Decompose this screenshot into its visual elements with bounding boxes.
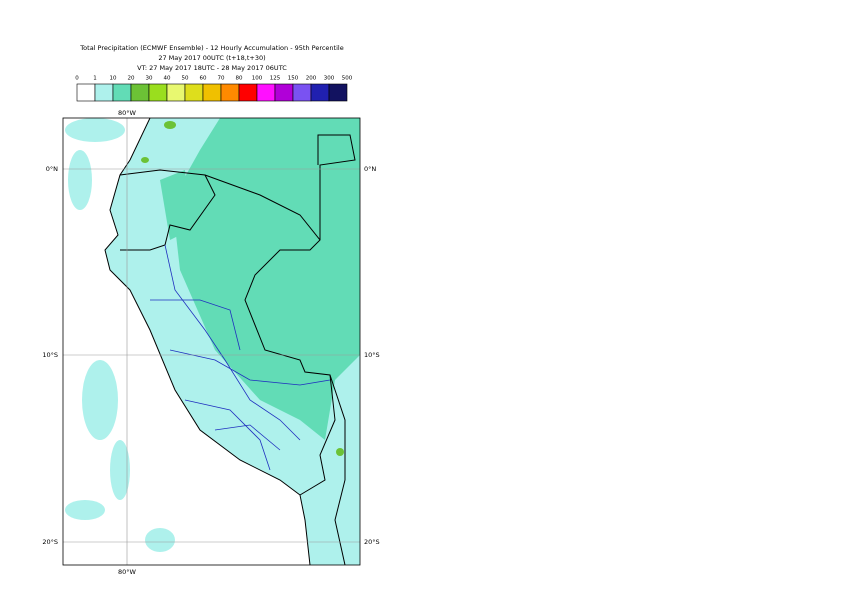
legend: 0 1 10 20 30 40 50 60 70 80 100 125 150 200 300 500	[75, 76, 353, 102]
legend-level: 10	[110, 76, 117, 82]
legend-level: 300	[324, 76, 335, 82]
lat-label: 0°N	[46, 165, 58, 173]
lat-label: 0°N	[364, 165, 376, 173]
legend-level: 20	[128, 76, 135, 82]
legend-level: 200	[306, 76, 317, 82]
legend-level: 125	[270, 76, 281, 82]
title-line: 27 May 2017 00UTC (t+18,t+30)	[158, 54, 265, 62]
legend-swatch	[184, 83, 204, 102]
legend-swatch	[148, 83, 168, 102]
legend-swatch	[166, 83, 186, 102]
legend-swatch	[94, 83, 114, 102]
legend-swatch	[220, 83, 240, 102]
lat-label: 20°S	[364, 538, 380, 546]
legend-level: 1	[93, 76, 97, 82]
legend-swatch	[328, 83, 348, 102]
legend-swatch	[274, 83, 294, 102]
legend-swatch	[76, 83, 96, 102]
map-frame	[62, 117, 361, 566]
legend-level: 0	[75, 76, 79, 82]
title-line: VT: 27 May 2017 18UTC - 28 May 2017 06UT…	[137, 64, 287, 72]
legend-level: 100	[252, 76, 263, 82]
lon-label: 80°W	[118, 568, 137, 576]
legend-level: 40	[164, 76, 171, 82]
title-line: Total Precipitation (ECMWF Ensemble) - 1…	[79, 44, 343, 52]
legend-swatch	[292, 83, 312, 102]
legend-level: 50	[182, 76, 189, 82]
legend-swatch	[256, 83, 276, 102]
legend-level: 80	[236, 76, 243, 82]
legend-level: 30	[146, 76, 153, 82]
legend-swatch	[112, 83, 132, 102]
legend-swatch	[202, 83, 222, 102]
legend-level: 70	[218, 76, 225, 82]
legend-swatch	[310, 83, 330, 102]
lon-label: 80°W	[118, 109, 137, 117]
map	[63, 118, 360, 565]
legend-level: 150	[288, 76, 299, 82]
lat-label: 20°S	[42, 538, 58, 546]
legend-swatch	[238, 83, 258, 102]
legend-swatch	[130, 83, 150, 102]
lat-label: 10°S	[364, 351, 380, 359]
legend-level: 500	[342, 76, 353, 82]
legend-level: 60	[200, 76, 207, 82]
lat-label: 10°S	[42, 351, 58, 359]
